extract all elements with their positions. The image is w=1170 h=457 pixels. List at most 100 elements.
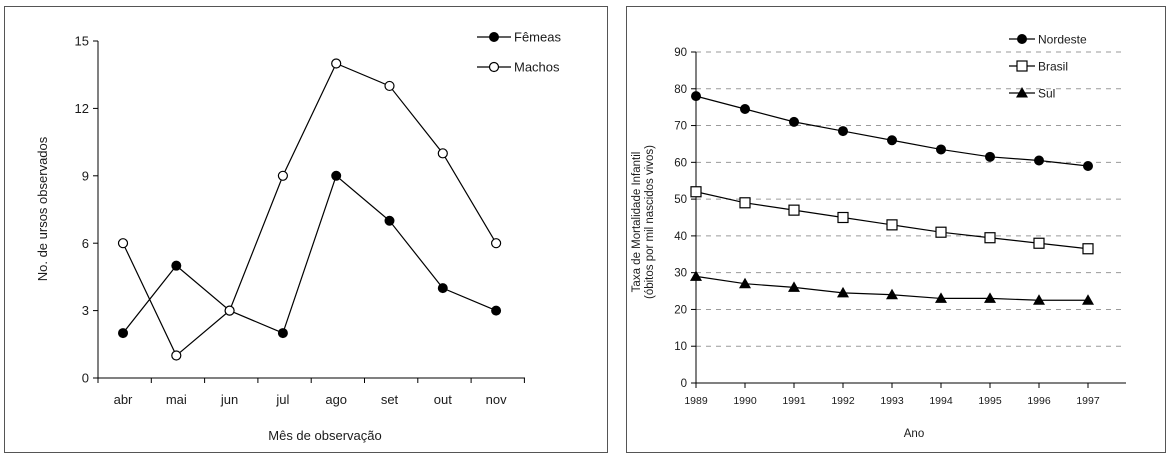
chart-panel-left: 0 3 6 9 12 15 abr mai jun jul ago set out nov Mês de o… [4, 6, 608, 453]
data-point [437, 283, 448, 294]
data-point [886, 288, 898, 300]
series-Machos [117, 58, 502, 361]
x-tick-label: 1991 [782, 395, 806, 407]
data-point [171, 350, 182, 361]
data-point [384, 215, 395, 226]
series-Nordeste [691, 91, 1093, 172]
x-tick-label: 1989 [684, 395, 708, 407]
x-tick-label: jun [220, 392, 238, 407]
y-tick-label: 80 [674, 84, 687, 96]
x-tick-label: set [381, 392, 399, 407]
data-point [1033, 294, 1045, 305]
data-point [1082, 243, 1094, 255]
data-point [384, 80, 395, 92]
data-point [690, 270, 702, 281]
x-tick-label: 1996 [1027, 395, 1051, 407]
x-tick-label: out [434, 392, 452, 407]
data-point [171, 260, 182, 271]
x-tick-label: nov [486, 392, 507, 407]
y-tick-label: 0 [681, 378, 687, 390]
data-point [331, 58, 342, 69]
data-point [886, 219, 898, 231]
series-line [122, 62, 497, 357]
y-tick-label: 70 [674, 121, 687, 133]
legend-label: Fêmeas [514, 30, 561, 45]
legend-marker [1016, 60, 1028, 72]
series-line [122, 174, 497, 334]
x-tick-label: 1995 [978, 395, 1002, 407]
y-tick-label: 6 [82, 236, 89, 251]
y-tick-label: 20 [674, 304, 687, 316]
data-point [691, 91, 701, 102]
data-point [788, 204, 800, 216]
data-point [437, 148, 448, 159]
data-point [837, 211, 849, 224]
chart-panel-right: 0 10 20 30 40 50 60 70 80 90 1989 1990 1991 1992 1993 1… [626, 6, 1166, 453]
data-point [224, 305, 235, 316]
legend-marker [1017, 34, 1027, 44]
data-point [788, 281, 800, 292]
data-point [1034, 155, 1044, 166]
legend-marker [489, 32, 499, 42]
data-point [837, 286, 849, 298]
y-tick-label: 30 [674, 268, 687, 280]
y-tick-label: 15 [75, 34, 89, 49]
series-Sul [690, 270, 1094, 305]
data-point [1082, 294, 1094, 305]
legend-label: Machos [514, 60, 560, 75]
x-tick-label: 1994 [929, 395, 953, 407]
x-axis-title: Mês de observação [268, 428, 381, 443]
x-tick-label: abr [114, 392, 133, 407]
data-point [1083, 161, 1093, 172]
y-tick-label: 60 [674, 157, 687, 169]
infant-mortality-chart: 0 10 20 30 40 50 60 70 80 90 1989 1990 1991 1992 1993 1… [631, 32, 1126, 440]
bear-observations-chart: 0 3 6 9 12 15 abr mai jun jul ago set out nov Mês de o… [35, 30, 561, 443]
x-tick-label: 1992 [831, 395, 855, 407]
legend-label: Brasil [1038, 59, 1068, 73]
x-tick-label: ago [325, 392, 347, 407]
y-tick-label: 9 [82, 168, 89, 183]
y-tick-label: 3 [82, 303, 89, 318]
data-point [277, 328, 288, 339]
x-tick-label: 1993 [880, 395, 904, 407]
x-axis-title: Ano [904, 428, 924, 440]
y-tick-label: 40 [674, 231, 687, 243]
data-point [739, 197, 751, 209]
data-point [491, 238, 502, 249]
data-point [887, 135, 897, 146]
data-point [690, 186, 702, 198]
data-point [1033, 237, 1045, 249]
x-tick-label: jul [275, 392, 289, 407]
data-point [491, 305, 502, 316]
data-point [984, 232, 996, 244]
data-point [739, 277, 751, 289]
data-point [838, 126, 848, 137]
x-tick-label: mai [166, 392, 187, 407]
legend-marker [488, 61, 500, 73]
legend-label: Nordeste [1038, 32, 1087, 46]
y-axis-title: (óbitos por mil nascidos vivos) [644, 145, 656, 299]
x-tick-label: 1997 [1076, 395, 1100, 407]
data-point [936, 144, 946, 155]
data-point [277, 170, 288, 181]
y-axis-title: Taxa de Mortalidade Infantil [631, 152, 643, 293]
data-point [985, 151, 995, 162]
y-tick-label: 10 [674, 341, 687, 353]
data-point [789, 116, 799, 127]
data-point [984, 292, 996, 303]
data-point [935, 226, 947, 238]
data-point [331, 170, 342, 181]
y-tick-label: 90 [674, 47, 687, 59]
data-point [740, 104, 750, 115]
data-point [118, 328, 128, 339]
y-tick-label: 12 [75, 101, 89, 116]
legend-marker [1016, 87, 1028, 98]
y-tick-label: 0 [82, 371, 89, 386]
legend-label: Sul [1038, 86, 1055, 100]
data-point [117, 238, 129, 249]
data-point [935, 292, 947, 303]
x-tick-label: 1990 [733, 395, 757, 407]
series-line [695, 95, 1089, 167]
series-Fêmeas [118, 170, 502, 339]
y-tick-label: 50 [674, 194, 687, 206]
